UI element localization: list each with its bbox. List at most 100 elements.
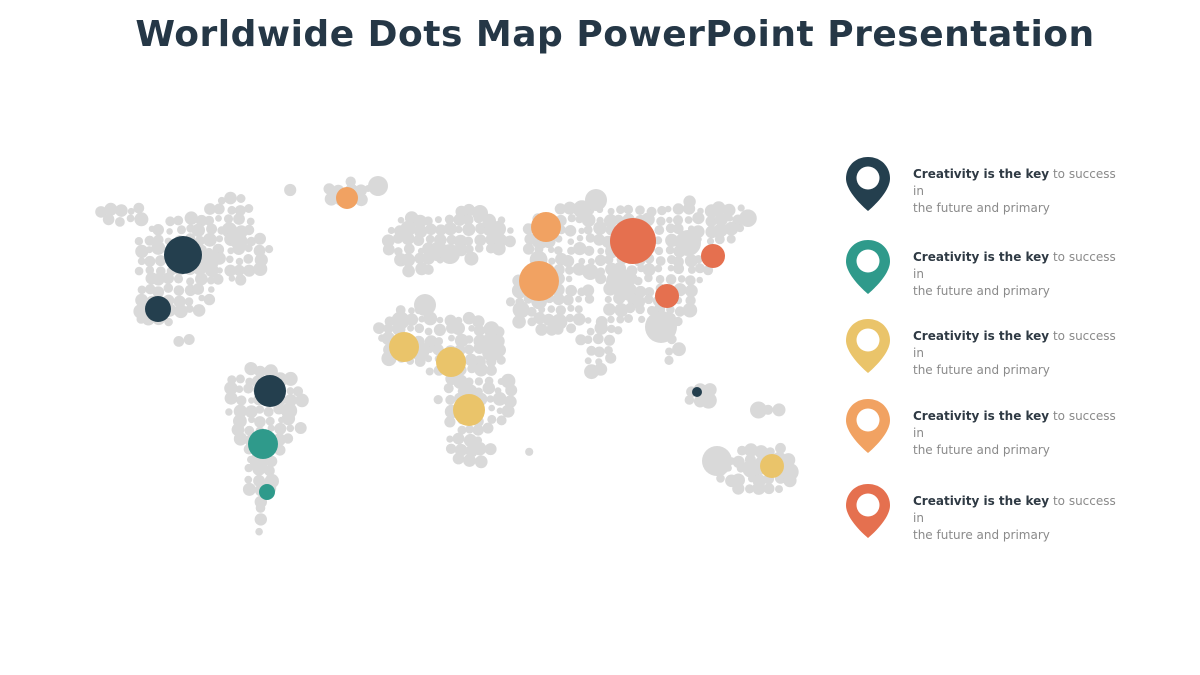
map-dot <box>595 273 607 285</box>
map-dot <box>567 214 576 223</box>
map-dot <box>253 474 266 487</box>
map-dot <box>446 435 454 443</box>
map-dot <box>522 243 535 255</box>
map-dot <box>163 283 174 293</box>
map-dot <box>744 443 758 457</box>
pin-hole <box>856 328 880 352</box>
map-dot <box>400 220 417 237</box>
map-dot <box>424 327 433 336</box>
map-dot <box>464 377 474 387</box>
map-dot <box>655 256 666 266</box>
map-dot <box>102 213 115 226</box>
map-dot <box>684 395 695 405</box>
legend-item-3: Creativity is the key to success in the … <box>845 318 1145 377</box>
map-dot <box>462 214 474 226</box>
map-dot <box>204 215 215 226</box>
map-dot <box>208 286 215 293</box>
map-dot <box>166 228 173 235</box>
map-dot <box>397 216 405 224</box>
map-dot <box>552 293 565 306</box>
map-dot <box>186 277 195 286</box>
map-dot <box>492 392 507 406</box>
map-dot <box>584 294 595 304</box>
map-dot <box>665 233 679 247</box>
map-dot <box>605 352 617 364</box>
map-dot <box>246 236 257 247</box>
map-dot <box>286 424 295 433</box>
map-dot <box>137 285 147 295</box>
map-dot <box>584 357 592 365</box>
map-dot <box>665 245 675 255</box>
map-dot <box>656 216 666 226</box>
map-dot <box>654 236 663 245</box>
slide-title: Worldwide Dots Map PowerPoint Presentati… <box>135 14 1095 55</box>
map-dot <box>583 335 593 345</box>
map-dot <box>474 377 484 386</box>
map-dot <box>401 253 416 267</box>
map-dot <box>265 416 275 426</box>
map-dot <box>423 216 433 226</box>
map-dot <box>673 263 685 275</box>
map-dot <box>263 406 274 417</box>
map-dot <box>486 395 495 403</box>
map-dot <box>687 265 696 274</box>
map-dot <box>750 401 767 419</box>
map-dot <box>607 315 615 324</box>
map-dot <box>505 384 518 397</box>
map-dot <box>451 321 465 335</box>
map-dot <box>645 311 677 343</box>
map-dot <box>604 295 612 304</box>
map-dot <box>235 257 244 266</box>
map-dot <box>505 297 516 307</box>
map-dot <box>286 387 295 395</box>
map-dot <box>246 217 255 226</box>
map-dot <box>487 414 497 424</box>
map-dot <box>665 223 676 234</box>
map-dot <box>484 443 497 456</box>
map-dot <box>183 334 195 345</box>
map-dot <box>606 268 634 296</box>
map-dot <box>684 216 693 224</box>
map-dot <box>685 284 698 298</box>
map-dot <box>213 252 226 265</box>
map-dot <box>695 263 705 274</box>
map-dot <box>672 215 684 226</box>
map-dot <box>665 274 677 285</box>
map-dot <box>625 302 636 314</box>
map-dot <box>604 255 614 265</box>
map-dot <box>666 216 673 224</box>
map-dot <box>203 293 216 306</box>
map-dot <box>587 258 595 266</box>
map-dot <box>248 397 255 404</box>
map-dot <box>185 304 194 313</box>
map-dot <box>603 303 616 316</box>
map-dot <box>381 234 395 248</box>
map-dot <box>104 202 118 216</box>
highlight-dot-red <box>701 244 725 268</box>
highlight-dot-teal <box>259 484 275 500</box>
map-dot <box>274 422 287 435</box>
map-dot <box>173 215 184 226</box>
map-dot <box>582 284 595 297</box>
map-dot <box>667 264 675 272</box>
map-dot <box>244 475 253 484</box>
map-dot <box>355 184 367 197</box>
pin-hole <box>856 493 880 517</box>
map-dot <box>127 207 135 215</box>
legend-bold: Creativity is the key <box>913 329 1050 343</box>
map-pin-icon <box>846 240 890 294</box>
map-dot <box>236 194 246 203</box>
map-dot <box>425 234 435 244</box>
map-dot <box>683 202 696 215</box>
map-dot <box>254 513 267 526</box>
map-dot <box>694 254 703 264</box>
map-dot <box>133 202 145 214</box>
legend-text: Creativity is the key to success in the … <box>913 249 1128 300</box>
map-dot <box>243 224 255 236</box>
map-dot <box>223 214 234 224</box>
map-dot <box>763 404 774 415</box>
map-dot <box>682 302 698 318</box>
map-dot <box>488 404 496 412</box>
map-dot <box>565 265 574 275</box>
map-dot <box>144 255 156 267</box>
